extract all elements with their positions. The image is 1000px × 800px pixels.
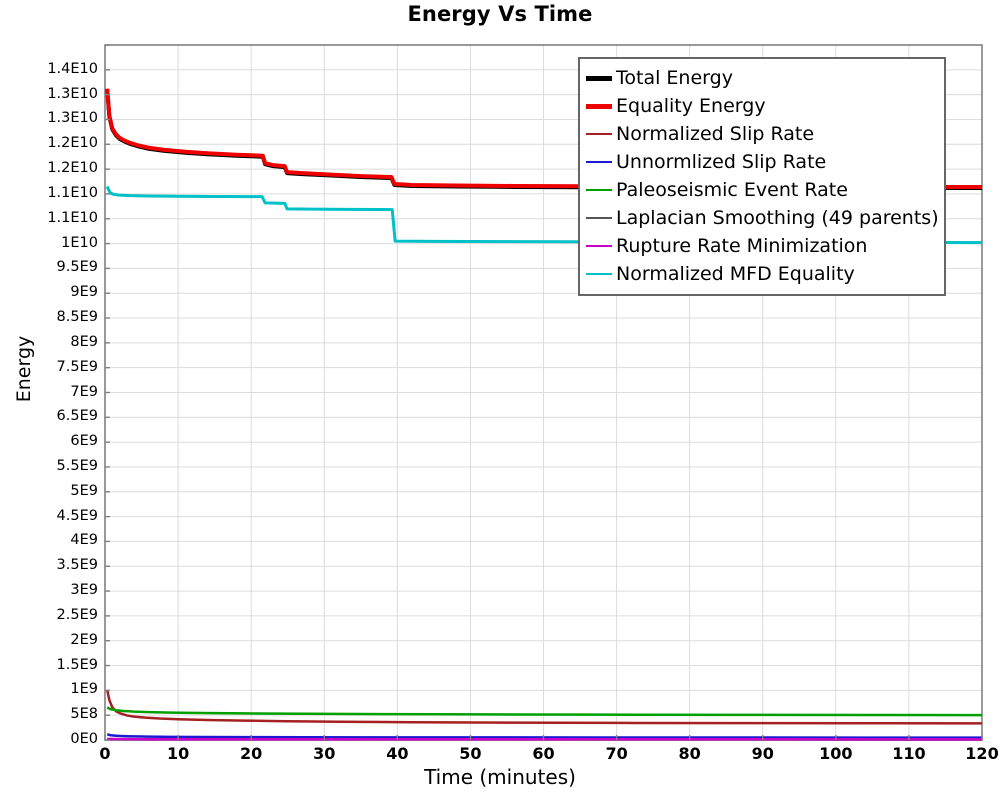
y-tick-label: 2.5E9 (56, 606, 98, 623)
x-tick-label: 40 (386, 744, 409, 763)
x-tick-label: 120 (965, 744, 999, 763)
legend-item-label: Equality Energy (616, 94, 766, 117)
x-tick-label: 100 (819, 744, 853, 763)
legend-item-label: Total Energy (616, 66, 733, 89)
y-tick-label: 1.1E10 (47, 184, 98, 201)
legend-item-label: Normalized Slip Rate (616, 122, 815, 145)
y-tick-label: 1.3E10 (47, 110, 98, 127)
legend-item-label: Laplacian Smoothing (49 parents) (616, 206, 939, 229)
legend-item[interactable]: Paleoseismic Event Rate (586, 176, 938, 204)
y-tick-label: 3E9 (70, 582, 98, 599)
y-tick-label: 9.5E9 (56, 259, 98, 276)
y-tick-label: 7E9 (70, 383, 98, 400)
y-axis-title: Energy (13, 335, 35, 403)
legend-item-label: Normalized MFD Equality (616, 262, 855, 285)
x-tick-label: 10 (166, 744, 190, 763)
legend-item-label: Paleoseismic Event Rate (616, 178, 848, 201)
page-title: Energy Vs Time (407, 2, 593, 26)
y-tick-label: 4E9 (70, 532, 98, 549)
y-tick-label: 1E10 (61, 234, 98, 251)
legend-color-swatch-icon (586, 161, 612, 163)
y-tick-label: 1.3E10 (47, 85, 98, 102)
y-tick-label: 7.5E9 (56, 358, 98, 375)
legend-item[interactable]: Normalized MFD Equality (586, 260, 938, 288)
x-tick-label: 70 (605, 744, 628, 763)
series-line (105, 88, 982, 189)
y-tick-label: 5E9 (70, 482, 98, 499)
series-line (106, 733, 983, 739)
x-axis-title: Time (minutes) (424, 765, 576, 789)
legend-color-swatch-icon (586, 103, 612, 109)
y-tick-label: 5E8 (70, 706, 98, 723)
legend-item[interactable]: Total Energy (586, 64, 938, 92)
series-line (106, 706, 983, 717)
legend-color-swatch-icon (586, 245, 612, 247)
legend-item[interactable]: Normalized Slip Rate (586, 120, 938, 148)
legend-item-label: Unnormlized Slip Rate (616, 150, 827, 173)
x-tick-label: 60 (532, 744, 555, 763)
series-line (105, 185, 983, 245)
legend-color-swatch-icon (586, 75, 612, 81)
legend-item[interactable]: Equality Energy (586, 92, 938, 120)
data-series-layer (105, 88, 983, 741)
y-tick-label: 5.5E9 (56, 457, 98, 474)
legend-item[interactable]: Unnormlized Slip Rate (586, 148, 938, 176)
legend-color-swatch-icon (586, 273, 612, 275)
y-tick-label: 8E9 (70, 333, 98, 350)
x-tick-label: 0 (99, 744, 111, 763)
x-tick-label: 90 (751, 744, 774, 763)
y-tick-label: 1.1E10 (47, 209, 98, 226)
series-line (105, 689, 983, 725)
y-tick-label: 6.5E9 (56, 408, 98, 425)
y-tick-label: 8.5E9 (56, 309, 98, 326)
legend-item[interactable]: Rupture Rate Minimization (586, 232, 938, 260)
y-tick-label: 1.4E10 (47, 60, 98, 77)
y-tick-label: 1.2E10 (47, 135, 98, 152)
x-tick-label: 30 (313, 744, 336, 763)
legend-color-swatch-icon (586, 133, 612, 135)
legend-box: Total Energy Equality Energy Normalized Sl… (578, 57, 946, 296)
y-tick-label: 3.5E9 (56, 557, 98, 574)
y-tick-label: 1.2E10 (47, 160, 98, 177)
y-tick-label: 9E9 (70, 284, 98, 301)
y-tick-label: 0E0 (70, 731, 98, 747)
x-tick-label: 50 (459, 744, 482, 763)
x-tick-label: 20 (240, 744, 263, 763)
x-tick-label: 80 (678, 744, 701, 763)
legend-item[interactable]: Laplacian Smoothing (49 parents) (586, 204, 939, 232)
y-tick-label: 4.5E9 (56, 507, 98, 524)
legend-color-swatch-icon (586, 189, 612, 191)
x-tick-label: 110 (892, 744, 926, 763)
y-tick-label: 2E9 (70, 631, 98, 648)
legend-item-label: Rupture Rate Minimization (616, 234, 868, 257)
y-tick-label: 1.5E9 (56, 656, 98, 673)
legend-color-swatch-icon (586, 217, 612, 219)
y-tick-label: 6E9 (70, 433, 98, 450)
tick-marks (104, 44, 983, 741)
y-tick-label: 1E9 (70, 681, 98, 698)
